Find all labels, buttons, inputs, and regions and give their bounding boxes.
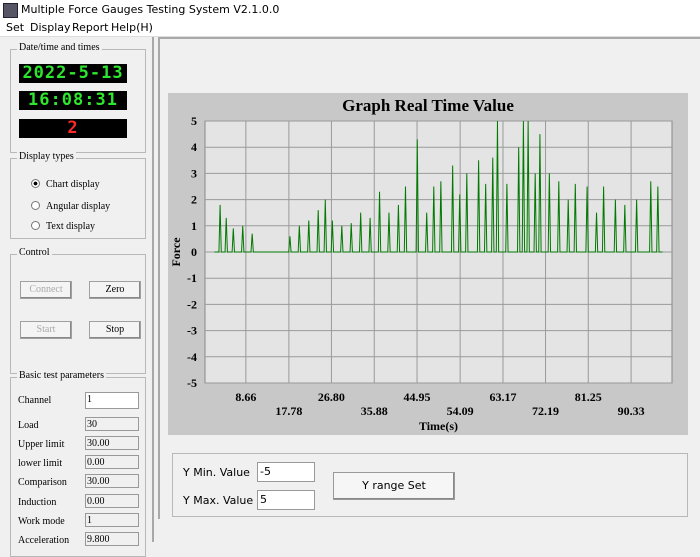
radio[interactable]: Chart display	[31, 179, 100, 190]
min-label: Y Min. Value	[183, 466, 250, 479]
x-tick-label: 44.95	[404, 390, 431, 404]
x-tick-label: 72.19	[532, 404, 559, 418]
y-tick-label: 2	[191, 193, 197, 207]
max-input[interactable]: 5	[257, 490, 315, 510]
x-tick-label: 35.88	[361, 404, 388, 418]
y-tick-label: 3	[191, 166, 197, 180]
param-value: 9.800	[85, 532, 139, 546]
param-value[interactable]: 1	[85, 392, 139, 409]
x-tick-label: 81.25	[575, 390, 602, 404]
x-axis-label: Time(s)	[419, 419, 458, 433]
menu-item[interactable]: Set	[6, 21, 25, 34]
title-bar: Multiple Force Gauges Testing System V2.…	[0, 0, 700, 20]
start-button[interactable]: Start	[20, 321, 72, 339]
y-tick-label: -1	[187, 271, 197, 285]
min-input[interactable]: -5	[257, 462, 315, 482]
param-value: 30	[85, 417, 139, 431]
main-area: Graph Real Time Value 5 4 3 2 1 0 -1 -2 -3 -4 -5 8.6…	[158, 37, 700, 519]
radio-label: Angular display	[46, 201, 111, 212]
window-title: Multiple Force Gauges Testing System V2.…	[21, 3, 280, 16]
stop-button[interactable]: Stop	[89, 321, 141, 339]
group-label: Display types	[17, 151, 76, 162]
time-display: 16:08:31	[19, 91, 127, 110]
count-display: 2	[19, 119, 127, 138]
display-group: Display types Chart display Angular disp…	[10, 151, 146, 239]
y-tick-label: -3	[187, 324, 197, 338]
param-label: lower limit	[18, 458, 63, 469]
param-label: Comparison	[18, 477, 67, 488]
y-tick-label: -5	[187, 376, 197, 390]
param-label: Acceleration	[18, 535, 70, 546]
menu-item[interactable]: Help(H)	[111, 21, 153, 34]
param-value: 30.00	[85, 436, 139, 450]
group-label: Basic test parameters	[17, 370, 106, 381]
group-label: Control	[17, 247, 52, 258]
menu-item[interactable]: Report	[72, 21, 109, 34]
x-tick-label: 90.33	[618, 404, 645, 418]
range-set-button[interactable]: Y range Set	[333, 472, 455, 500]
params-group: Basic test parameters Channel 1 Load 30 Uppe…	[10, 370, 146, 557]
datetime-group: Date/time and times 2022-5-13 16:08:31 2	[10, 42, 146, 153]
menu-bar: Set Display Report Help(H)	[0, 20, 700, 37]
param-value: 30.00	[85, 474, 139, 488]
group-label: Date/time and times	[17, 42, 102, 53]
radio-label: Chart display	[46, 179, 100, 190]
y-tick-label: 4	[191, 140, 197, 154]
x-tick-label: 17.78	[275, 404, 302, 418]
param-label: Load	[18, 420, 39, 431]
x-tick-label: 8.66	[235, 390, 256, 404]
left-panel: Date/time and times 2022-5-13 16:08:31 2…	[0, 37, 154, 557]
range-group: Y Min. Value -5 Y Max. Value 5 Y range S…	[172, 453, 688, 517]
chart-title: Graph Real Time Value	[342, 96, 514, 115]
param-value: 1	[85, 513, 139, 527]
radio[interactable]: Text display	[31, 221, 95, 232]
param-value: 0.00	[85, 455, 139, 469]
y-tick-label: -4	[187, 350, 197, 364]
chart: Graph Real Time Value 5 4 3 2 1 0 -1 -2 -3 -4 -5 8.6…	[168, 93, 688, 435]
app-icon	[3, 3, 18, 18]
connect-button[interactable]: Connect	[20, 281, 72, 299]
data-line	[214, 120, 663, 253]
param-label: Upper limit	[18, 439, 65, 450]
y-tick-label: 1	[191, 219, 197, 233]
menu-item[interactable]: Display	[30, 21, 71, 34]
y-tick-label: -2	[187, 297, 197, 311]
x-tick-label: 63.17	[489, 390, 516, 404]
date-display: 2022-5-13	[19, 64, 127, 83]
radio-label: Text display	[46, 221, 96, 232]
y-axis-label: Force	[169, 237, 183, 267]
control-group: Control Connect Zero Start Stop	[10, 247, 146, 374]
param-label: Work mode	[18, 516, 65, 527]
param-label: Channel	[18, 395, 52, 406]
zero-button[interactable]: Zero	[89, 281, 141, 299]
radio[interactable]: Angular display	[31, 201, 110, 212]
x-tick-label: 54.09	[447, 404, 474, 418]
max-label: Y Max. Value	[183, 494, 254, 507]
y-tick-label: 0	[191, 245, 197, 259]
x-tick-label: 26.80	[318, 390, 345, 404]
param-label: Induction	[18, 497, 57, 508]
y-tick-label: 5	[191, 114, 197, 128]
param-value: 0.00	[85, 494, 139, 508]
